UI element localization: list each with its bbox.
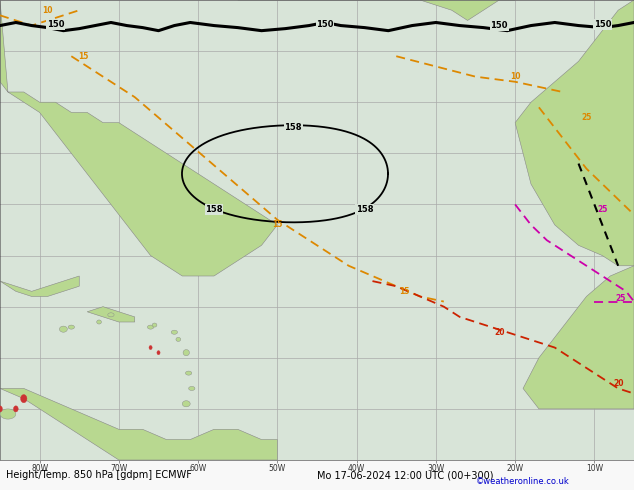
Polygon shape: [0, 406, 3, 412]
Polygon shape: [13, 406, 18, 412]
Text: ©weatheronline.co.uk: ©weatheronline.co.uk: [476, 476, 569, 486]
Polygon shape: [238, 0, 515, 21]
Polygon shape: [0, 409, 16, 419]
Text: 15: 15: [78, 52, 88, 61]
Text: 10: 10: [42, 6, 53, 15]
Text: 15: 15: [399, 287, 410, 296]
Polygon shape: [0, 0, 277, 276]
Polygon shape: [157, 351, 160, 355]
Polygon shape: [21, 394, 27, 403]
Text: 158: 158: [205, 205, 223, 214]
Polygon shape: [523, 266, 634, 409]
Polygon shape: [60, 326, 67, 332]
Polygon shape: [148, 325, 153, 329]
Text: 150: 150: [491, 21, 508, 30]
Polygon shape: [152, 323, 157, 327]
Text: 158: 158: [356, 205, 373, 214]
Text: 25: 25: [597, 205, 607, 214]
Polygon shape: [183, 349, 190, 356]
Text: 150: 150: [47, 20, 64, 29]
Text: 158: 158: [285, 123, 302, 132]
Polygon shape: [108, 313, 114, 317]
Polygon shape: [0, 276, 79, 296]
Polygon shape: [515, 0, 634, 266]
Text: 25: 25: [581, 113, 592, 122]
Text: 15: 15: [272, 220, 283, 229]
Polygon shape: [97, 320, 101, 324]
Text: Height/Temp. 850 hPa [gdpm] ECMWF: Height/Temp. 850 hPa [gdpm] ECMWF: [6, 470, 192, 480]
Polygon shape: [183, 401, 190, 407]
Text: 10: 10: [510, 72, 521, 81]
Polygon shape: [189, 387, 195, 391]
Text: 150: 150: [316, 20, 333, 29]
Polygon shape: [68, 325, 75, 329]
Polygon shape: [149, 345, 152, 349]
Text: 20: 20: [494, 328, 505, 337]
Polygon shape: [171, 330, 178, 334]
Polygon shape: [186, 371, 191, 375]
Text: 150: 150: [593, 20, 611, 29]
Text: Mo 17-06-2024 12:00 UTC (00+300): Mo 17-06-2024 12:00 UTC (00+300): [317, 470, 493, 480]
Polygon shape: [87, 307, 134, 322]
Text: 25: 25: [616, 294, 626, 303]
Polygon shape: [176, 337, 181, 342]
Polygon shape: [0, 389, 277, 460]
Text: 20: 20: [613, 379, 623, 388]
